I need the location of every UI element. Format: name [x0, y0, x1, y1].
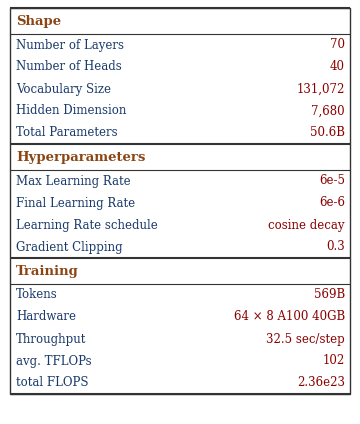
Text: Hardware: Hardware — [16, 310, 76, 324]
Text: Max Learning Rate: Max Learning Rate — [16, 175, 131, 187]
Text: Vocabulary Size: Vocabulary Size — [16, 83, 111, 95]
Text: 40: 40 — [330, 61, 345, 73]
Text: 102: 102 — [323, 354, 345, 368]
Text: 50.6B: 50.6B — [310, 126, 345, 139]
Text: Number of Layers: Number of Layers — [16, 39, 124, 51]
Text: Throughput: Throughput — [16, 332, 86, 346]
Text: Training: Training — [16, 265, 79, 277]
Text: Final Learning Rate: Final Learning Rate — [16, 196, 135, 209]
Text: 0.3: 0.3 — [326, 240, 345, 254]
Text: 2.36e23: 2.36e23 — [297, 377, 345, 390]
Text: avg. TFLOPs: avg. TFLOPs — [16, 354, 92, 368]
Text: 7,680: 7,680 — [311, 104, 345, 117]
Text: 32.5 sec/step: 32.5 sec/step — [266, 332, 345, 346]
Text: 131,072: 131,072 — [297, 83, 345, 95]
Text: Shape: Shape — [16, 14, 61, 28]
Text: Number of Heads: Number of Heads — [16, 61, 122, 73]
Text: 70: 70 — [330, 39, 345, 51]
Text: cosine decay: cosine decay — [269, 218, 345, 232]
Text: Hyperparameters: Hyperparameters — [16, 151, 145, 164]
Text: total FLOPS: total FLOPS — [16, 377, 89, 390]
Text: 6e-6: 6e-6 — [319, 196, 345, 209]
Text: Tokens: Tokens — [16, 288, 58, 301]
Text: Hidden Dimension: Hidden Dimension — [16, 104, 126, 117]
Text: 6e-5: 6e-5 — [319, 175, 345, 187]
Text: 569B: 569B — [314, 288, 345, 301]
Text: Learning Rate schedule: Learning Rate schedule — [16, 218, 158, 232]
Text: 64 × 8 A100 40GB: 64 × 8 A100 40GB — [234, 310, 345, 324]
Text: Total Parameters: Total Parameters — [16, 126, 118, 139]
Text: Gradient Clipping: Gradient Clipping — [16, 240, 123, 254]
